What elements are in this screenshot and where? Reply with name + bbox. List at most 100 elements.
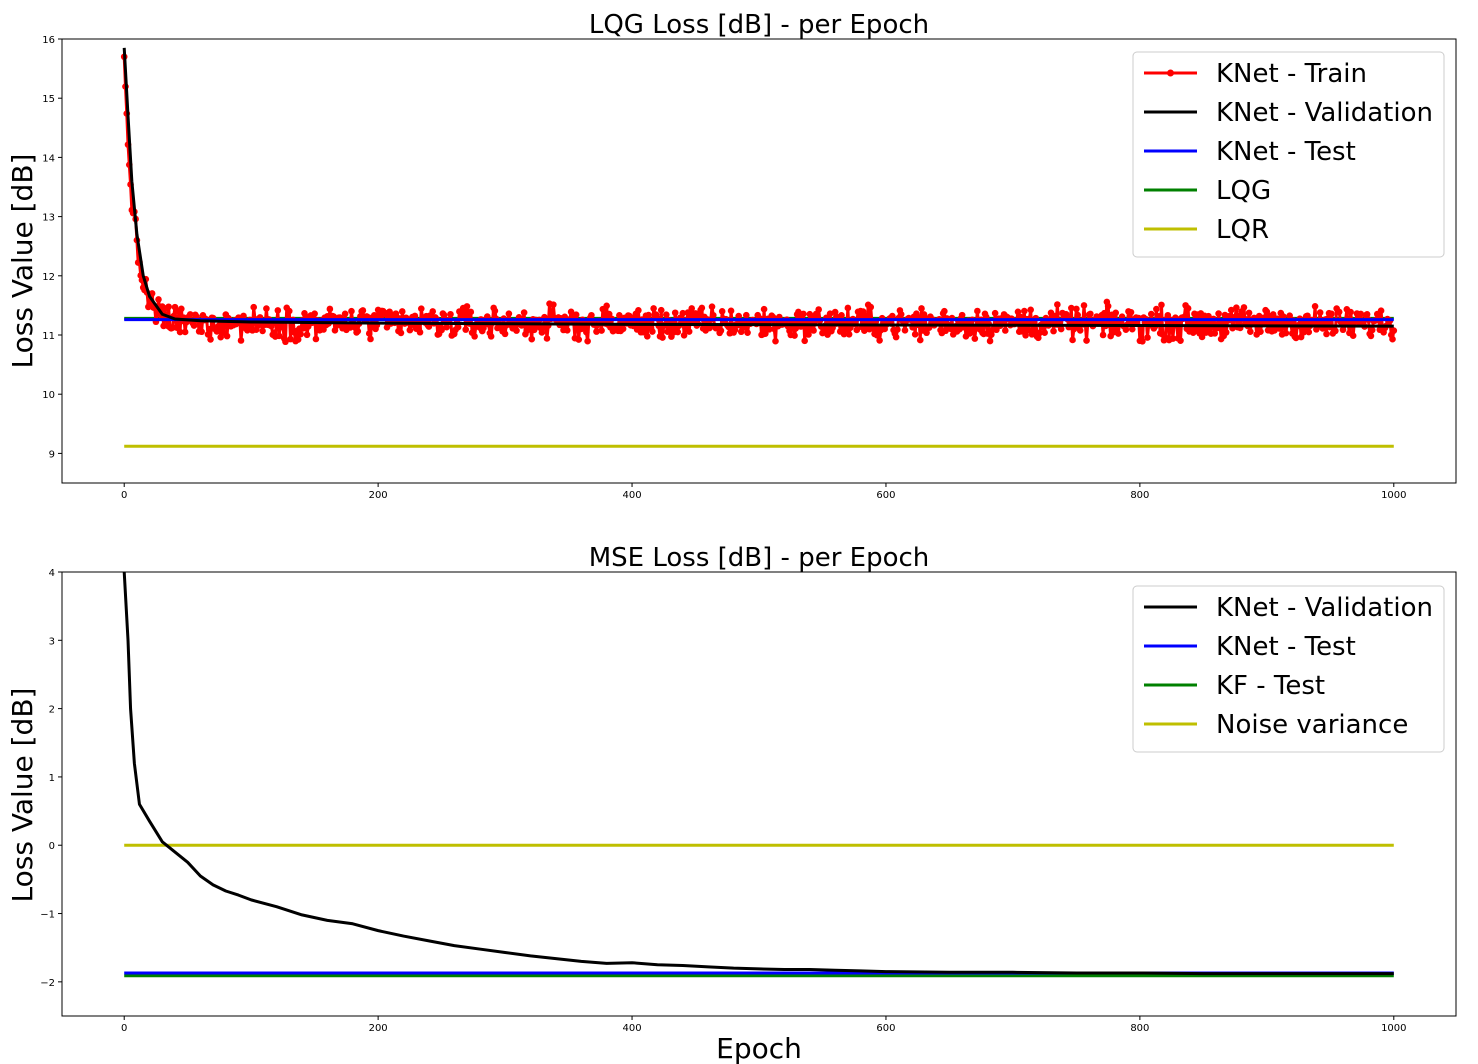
data-point: [889, 312, 896, 320]
data-point: [303, 331, 311, 339]
data-point: [635, 307, 642, 314]
data-point: [1050, 327, 1057, 335]
data-point: [365, 330, 373, 337]
data-point: [659, 334, 666, 341]
data-point: [991, 309, 999, 317]
data-point: [1205, 312, 1212, 320]
data-point: [760, 305, 768, 313]
data-point: [250, 303, 258, 311]
data-point: [974, 307, 981, 315]
x-tick-label: 800: [1130, 1023, 1149, 1034]
data-point: [735, 312, 742, 320]
data-point: [1070, 325, 1078, 333]
data-point: [861, 327, 868, 335]
data-point: [1127, 308, 1135, 316]
data-point: [645, 311, 652, 319]
legend-frame: [1132, 51, 1445, 258]
data-point: [371, 311, 378, 319]
data-point: [616, 312, 623, 319]
legend-label: KNet - Validation: [1216, 98, 1433, 128]
data-point: [263, 305, 270, 312]
data-point: [1073, 305, 1080, 313]
data-point: [941, 307, 948, 315]
data-point: [867, 303, 875, 311]
data-point: [696, 312, 703, 320]
data-point: [1027, 306, 1034, 314]
data-point: [744, 329, 751, 336]
y-tick-label: 13: [42, 213, 55, 224]
data-point: [462, 326, 470, 333]
data-point: [710, 311, 717, 319]
data-point: [743, 311, 750, 319]
y-tick-label: 2: [49, 705, 55, 716]
data-point: [287, 335, 294, 343]
data-point: [563, 327, 571, 334]
data-point: [641, 324, 649, 332]
data-point: [1286, 312, 1293, 319]
data-point: [1083, 337, 1090, 344]
data-point: [487, 333, 495, 340]
data-point: [550, 301, 557, 308]
legend-label: LQG: [1216, 176, 1271, 206]
data-point: [918, 305, 925, 312]
data-point: [971, 335, 979, 342]
data-point: [1099, 331, 1107, 339]
x-tick-label: 400: [622, 1023, 641, 1034]
data-point: [1139, 338, 1146, 345]
data-point: [354, 327, 362, 335]
x-tick-label: 200: [369, 1023, 388, 1034]
data-point: [663, 311, 670, 318]
data-point: [454, 323, 462, 331]
data-point: [397, 329, 405, 337]
data-point: [294, 336, 302, 343]
data-point: [584, 337, 591, 345]
data-point: [1323, 330, 1330, 338]
data-point: [1069, 336, 1076, 344]
data-point: [1128, 325, 1136, 333]
data-point: [171, 303, 179, 311]
data-point: [810, 327, 817, 334]
data-point: [876, 337, 883, 344]
data-point: [237, 337, 245, 344]
y-tick-label: 11: [42, 331, 55, 342]
legend-label: KNet - Train: [1216, 59, 1367, 89]
legend-label: KNet - Test: [1216, 137, 1356, 167]
data-point: [583, 328, 590, 336]
data-point: [619, 325, 627, 333]
y-tick-label: 10: [42, 390, 55, 401]
data-point: [528, 335, 536, 343]
data-point: [1292, 334, 1300, 342]
y-tick-label: −1: [40, 910, 55, 921]
data-point: [731, 326, 739, 334]
y-tick-label: 12: [42, 272, 55, 283]
data-point: [416, 328, 424, 336]
data-point: [1068, 304, 1075, 312]
plot-area: [120, 47, 1398, 448]
data-point: [275, 332, 283, 340]
data-point: [1169, 335, 1177, 342]
data-point: [1041, 329, 1048, 337]
data-point: [1087, 310, 1094, 318]
data-point: [326, 305, 334, 313]
data-point: [341, 310, 349, 318]
data-point: [406, 326, 414, 334]
y-axis-label: Loss Value [dB]: [6, 154, 39, 369]
series-line-knet-validation: [122, 572, 1394, 976]
data-point: [1357, 310, 1365, 318]
data-point: [765, 326, 773, 333]
legend-frame: [1132, 585, 1445, 753]
data-point: [1054, 301, 1061, 308]
plot-area: [122, 572, 1394, 978]
y-tick-label: 9: [49, 449, 55, 460]
data-point: [1332, 327, 1339, 335]
data-point: [1349, 332, 1357, 340]
data-point: [324, 312, 331, 320]
data-point: [205, 325, 213, 333]
data-point: [1144, 334, 1151, 341]
x-axis-label: Epoch: [716, 1032, 802, 1064]
data-point: [268, 322, 275, 330]
data-point: [671, 309, 679, 317]
data-point: [1269, 311, 1277, 318]
data-point: [367, 335, 374, 343]
data-point: [1101, 309, 1108, 317]
